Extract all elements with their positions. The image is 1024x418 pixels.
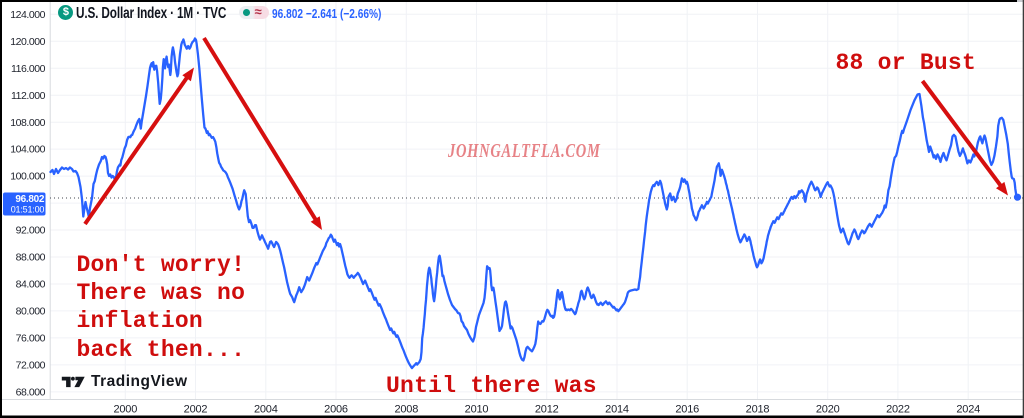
svg-text:124.000: 124.000 bbox=[10, 9, 45, 21]
svg-text:01:51:00: 01:51:00 bbox=[11, 205, 45, 215]
svg-text:112.000: 112.000 bbox=[11, 90, 46, 102]
svg-text:2012: 2012 bbox=[535, 404, 559, 416]
svg-text:2024: 2024 bbox=[956, 404, 980, 416]
svg-text:96.802: 96.802 bbox=[15, 194, 45, 205]
svg-text:100.000: 100.000 bbox=[10, 171, 45, 183]
svg-text:76.000: 76.000 bbox=[16, 333, 46, 345]
svg-text:2008: 2008 bbox=[394, 404, 418, 416]
svg-text:80.000: 80.000 bbox=[16, 306, 46, 318]
svg-text:88.000: 88.000 bbox=[16, 252, 46, 264]
svg-text:2022: 2022 bbox=[886, 404, 910, 416]
svg-text:2010: 2010 bbox=[465, 404, 489, 416]
svg-text:2018: 2018 bbox=[746, 404, 770, 416]
svg-text:92.000: 92.000 bbox=[16, 225, 46, 237]
svg-text:2000: 2000 bbox=[113, 404, 137, 416]
svg-text:116.000: 116.000 bbox=[11, 63, 46, 75]
svg-text:2020: 2020 bbox=[816, 404, 840, 416]
svg-text:120.000: 120.000 bbox=[10, 36, 45, 48]
svg-text:2016: 2016 bbox=[675, 404, 699, 416]
svg-text:2004: 2004 bbox=[254, 404, 278, 416]
svg-text:68.000: 68.000 bbox=[16, 387, 46, 399]
svg-text:84.000: 84.000 bbox=[16, 279, 46, 291]
svg-text:104.000: 104.000 bbox=[10, 144, 45, 156]
svg-text:2014: 2014 bbox=[605, 404, 629, 416]
svg-text:2002: 2002 bbox=[184, 404, 208, 416]
svg-text:2006: 2006 bbox=[324, 404, 348, 416]
svg-text:72.000: 72.000 bbox=[16, 360, 46, 372]
svg-text:108.000: 108.000 bbox=[10, 117, 45, 129]
